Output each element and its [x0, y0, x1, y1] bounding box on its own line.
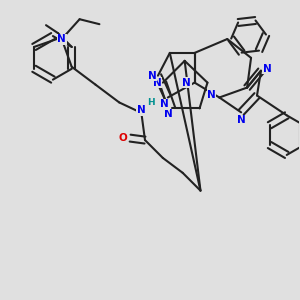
Text: N: N [237, 115, 245, 125]
Text: N: N [160, 99, 169, 110]
Text: N: N [137, 105, 146, 116]
Text: N: N [182, 78, 191, 88]
Text: N: N [164, 109, 173, 119]
Text: H: H [147, 98, 155, 107]
Text: N: N [148, 71, 156, 81]
Text: N: N [153, 78, 161, 88]
Text: N: N [207, 89, 216, 100]
Text: N: N [262, 64, 271, 74]
Text: N: N [57, 34, 66, 44]
Text: O: O [119, 133, 128, 143]
